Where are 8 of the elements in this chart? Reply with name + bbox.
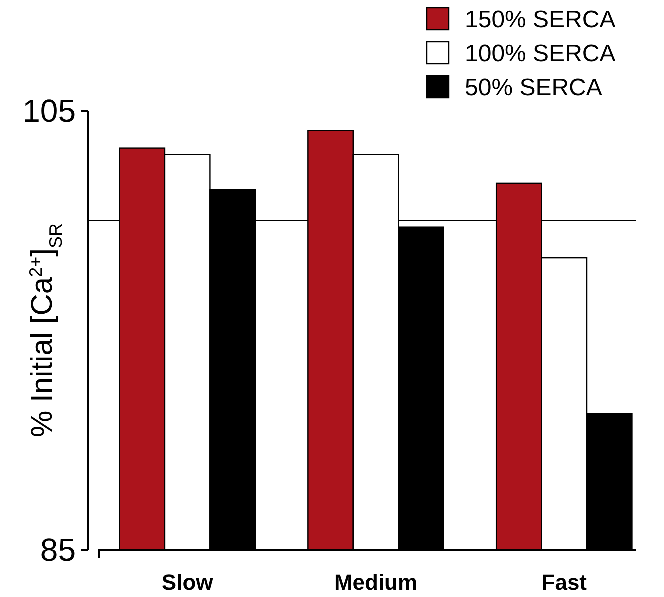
legend-label: 50% SERCA — [465, 74, 602, 102]
legend-label: 150% SERCA — [465, 6, 616, 34]
x-tick-label: Fast — [542, 570, 588, 595]
x-tick-label: Slow — [162, 570, 214, 595]
legend-label: 100% SERCA — [465, 40, 616, 68]
x-tick-label: Medium — [334, 570, 418, 595]
y-tick-label: 85 — [40, 532, 76, 568]
y-tick-label: 105 — [22, 93, 76, 130]
